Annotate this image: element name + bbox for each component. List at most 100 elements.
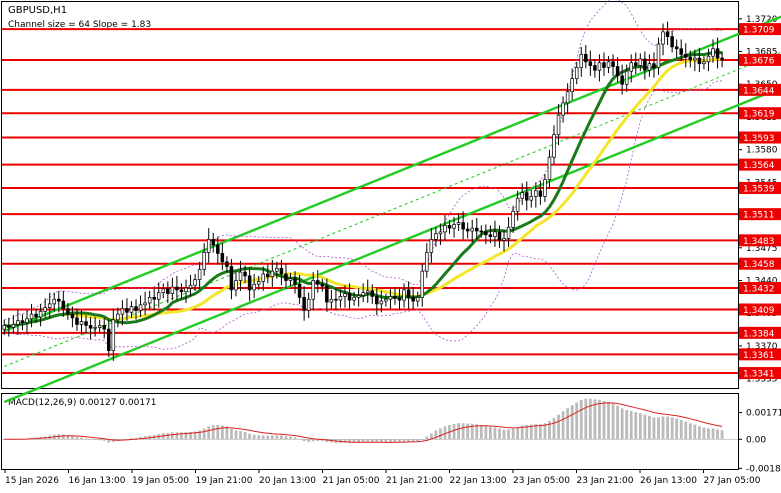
macd-histogram-bar (570, 405, 574, 440)
candle-body (166, 288, 170, 294)
candle-body (93, 326, 97, 329)
macd-histogram-bar (134, 437, 138, 440)
macd-signal-line (4, 402, 723, 443)
candle-body (266, 273, 270, 278)
macd-histogram-bar (720, 430, 724, 440)
candle-body (624, 70, 629, 85)
macd-histogram-bar (643, 414, 647, 440)
macd-histogram-bar (84, 438, 88, 440)
candle-body (66, 308, 70, 315)
candle-body (638, 58, 643, 66)
level-label: 1.3511 (743, 211, 775, 221)
macd-histogram-bar (184, 432, 188, 440)
candle-body (652, 63, 656, 68)
macd-histogram-bar (211, 425, 215, 440)
candle-body (711, 48, 715, 57)
candle-body (356, 295, 361, 298)
candle-body (588, 61, 593, 66)
macd-panel-border (1, 393, 739, 470)
candle-body (665, 31, 670, 37)
candle-body (697, 57, 702, 65)
macd-histogram-bar (616, 405, 620, 440)
macd-histogram-bar (202, 428, 206, 440)
macd-histogram-bar (634, 412, 638, 440)
macd-histogram-bar (652, 417, 656, 440)
macd-histogram-bar (139, 436, 142, 440)
macd-histogram-bar (220, 425, 224, 440)
macd-histogram-bar (452, 423, 456, 440)
macd-histogram-bar (502, 429, 506, 440)
macd-histogram-bar (425, 436, 429, 440)
candle-body (306, 298, 311, 311)
macd-histogram-bar (666, 416, 669, 440)
macd-histogram-bar (679, 420, 683, 440)
macd-histogram-bar (261, 435, 265, 440)
macd-histogram-bar (107, 439, 111, 443)
candle-body (556, 114, 561, 136)
macd-histogram-bar (566, 408, 570, 440)
candle-body (234, 280, 238, 291)
macd-histogram-bar (311, 439, 315, 442)
macd-histogram-bar (234, 430, 238, 440)
macd-histogram-bar (193, 431, 197, 440)
macd-histogram-bar (620, 408, 624, 440)
candle-body (456, 222, 461, 225)
candle-body (674, 46, 679, 50)
macd-histogram-bar (716, 429, 719, 440)
candle-body (334, 298, 338, 301)
macd-histogram-bar (475, 424, 479, 440)
candle-body (111, 319, 116, 351)
macd-histogram-bar (638, 413, 642, 440)
macd-histogram-bar (711, 428, 715, 440)
macd-histogram-bar (511, 428, 515, 440)
macd-histogram-bar (647, 416, 651, 440)
macd-histogram-bar (216, 424, 220, 440)
macd-histogram-bar (657, 417, 660, 440)
candle-body (597, 62, 602, 71)
candle-body (438, 231, 443, 235)
macd-tick-label: -0.00186 (746, 464, 781, 474)
candle-body (138, 304, 143, 311)
level-label: 1.3564 (743, 161, 775, 171)
candle-body (661, 31, 665, 45)
price-tick-label: 1.3685 (746, 48, 778, 58)
macd-histogram-bar (61, 434, 65, 440)
candle-body (465, 228, 470, 232)
candle-body (216, 244, 220, 254)
macd-histogram-bar (120, 439, 124, 440)
macd-histogram-bar (507, 429, 510, 440)
candle-body (152, 296, 156, 300)
macd-histogram-bar (429, 433, 433, 440)
level-label-bg (739, 131, 781, 144)
level-label: 1.3619 (743, 110, 775, 120)
macd-histogram-bar (629, 410, 633, 440)
candle-body (656, 43, 661, 68)
candle-body (229, 266, 234, 291)
macd-histogram-bar (607, 401, 610, 440)
level-label-bg (739, 348, 781, 361)
candle-body (706, 55, 711, 63)
candle-body (302, 296, 306, 311)
candle-body (534, 190, 538, 197)
macd-histogram-bar (534, 424, 538, 440)
candle-body (29, 313, 34, 320)
candle-body (61, 300, 66, 309)
macd-histogram-bar (320, 439, 324, 441)
candle-body (225, 261, 229, 267)
time-tick-label: 23 Jan 21:00 (577, 476, 634, 486)
candle-body (311, 280, 315, 300)
time-tick-label: 21 Jan 05:00 (323, 476, 380, 486)
chart-subtitle: Channel size = 64 Slope = 1.83 (8, 20, 151, 30)
level-label: 1.3432 (743, 284, 775, 294)
macd-histogram-bar (93, 439, 97, 440)
macd-histogram-bar (166, 433, 170, 440)
macd-histogram-bar (361, 439, 365, 443)
candle-body (197, 268, 202, 280)
level-label-bg (739, 158, 781, 171)
candle-body (502, 238, 506, 241)
candle-body (488, 234, 493, 237)
macd-histogram-bar (366, 439, 370, 443)
candle-body (538, 190, 543, 197)
macd-histogram-bar (370, 439, 374, 443)
